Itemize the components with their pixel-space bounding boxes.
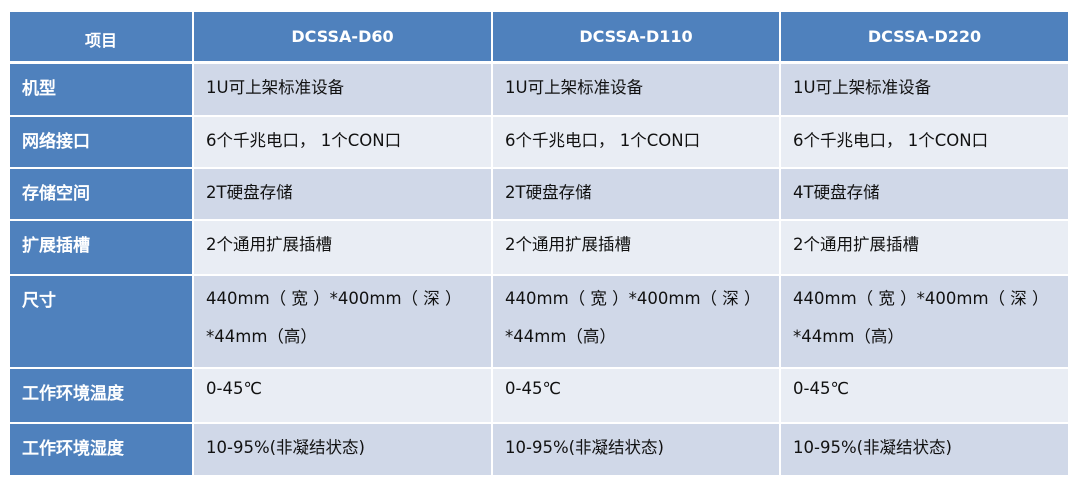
header-cell: DCSSA-D60 — [194, 12, 491, 61]
cell-line: *44mm（高） — [505, 327, 616, 346]
header-cell: DCSSA-D220 — [781, 12, 1068, 61]
table-cell: 2T硬盘存储 — [194, 169, 491, 219]
header-cell: 项目 — [10, 12, 192, 61]
table-cell: 6个千兆电口， 1个CON口 — [194, 117, 491, 167]
table-cell: 440mm（ 宽 ）*400mm（ 深 ） *44mm（高） — [493, 276, 779, 367]
row-label: 尺寸 — [10, 276, 192, 367]
table-cell: 10-95%(非凝结状态) — [194, 424, 491, 475]
row-label: 工作环境温度 — [10, 369, 192, 422]
spec-table: 项目 DCSSA-D60 DCSSA-D110 DCSSA-D220 机型 1U可上架标准… — [10, 12, 1068, 475]
table-cell: 1U可上架标准设备 — [781, 64, 1068, 115]
table-cell: 0-45℃ — [781, 369, 1068, 422]
table-cell: 6个千兆电口， 1个CON口 — [493, 117, 779, 167]
cell-line: 440mm（ 宽 ）*400mm（ 深 ） — [206, 289, 462, 308]
table-cell: 440mm（ 宽 ）*400mm（ 深 ） *44mm（高） — [194, 276, 491, 367]
table-cell: 6个千兆电口， 1个CON口 — [781, 117, 1068, 167]
row-label: 存储空间 — [10, 169, 192, 219]
table-cell: 440mm（ 宽 ）*400mm（ 深 ） *44mm（高） — [781, 276, 1068, 367]
table-cell: 1U可上架标准设备 — [194, 64, 491, 115]
row-label: 工作环境湿度 — [10, 424, 192, 475]
table-cell: 2个通用扩展插槽 — [194, 221, 491, 274]
cell-line: *44mm（高） — [793, 327, 904, 346]
row-label: 机型 — [10, 64, 192, 115]
table-cell: 10-95%(非凝结状态) — [493, 424, 779, 475]
cell-line: 440mm（ 宽 ）*400mm（ 深 ） — [505, 289, 761, 308]
table-cell: 2个通用扩展插槽 — [781, 221, 1068, 274]
table-cell: 1U可上架标准设备 — [493, 64, 779, 115]
table-cell: 2T硬盘存储 — [493, 169, 779, 219]
row-label: 扩展插槽 — [10, 221, 192, 274]
cell-line: 440mm（ 宽 ）*400mm（ 深 ） — [793, 289, 1049, 308]
cell-line: *44mm（高） — [206, 327, 317, 346]
table-cell: 0-45℃ — [493, 369, 779, 422]
header-cell: DCSSA-D110 — [493, 12, 779, 61]
table-cell: 2个通用扩展插槽 — [493, 221, 779, 274]
row-label: 网络接口 — [10, 117, 192, 167]
table-cell: 10-95%(非凝结状态) — [781, 424, 1068, 475]
table-cell: 4T硬盘存储 — [781, 169, 1068, 219]
table-cell: 0-45℃ — [194, 369, 491, 422]
